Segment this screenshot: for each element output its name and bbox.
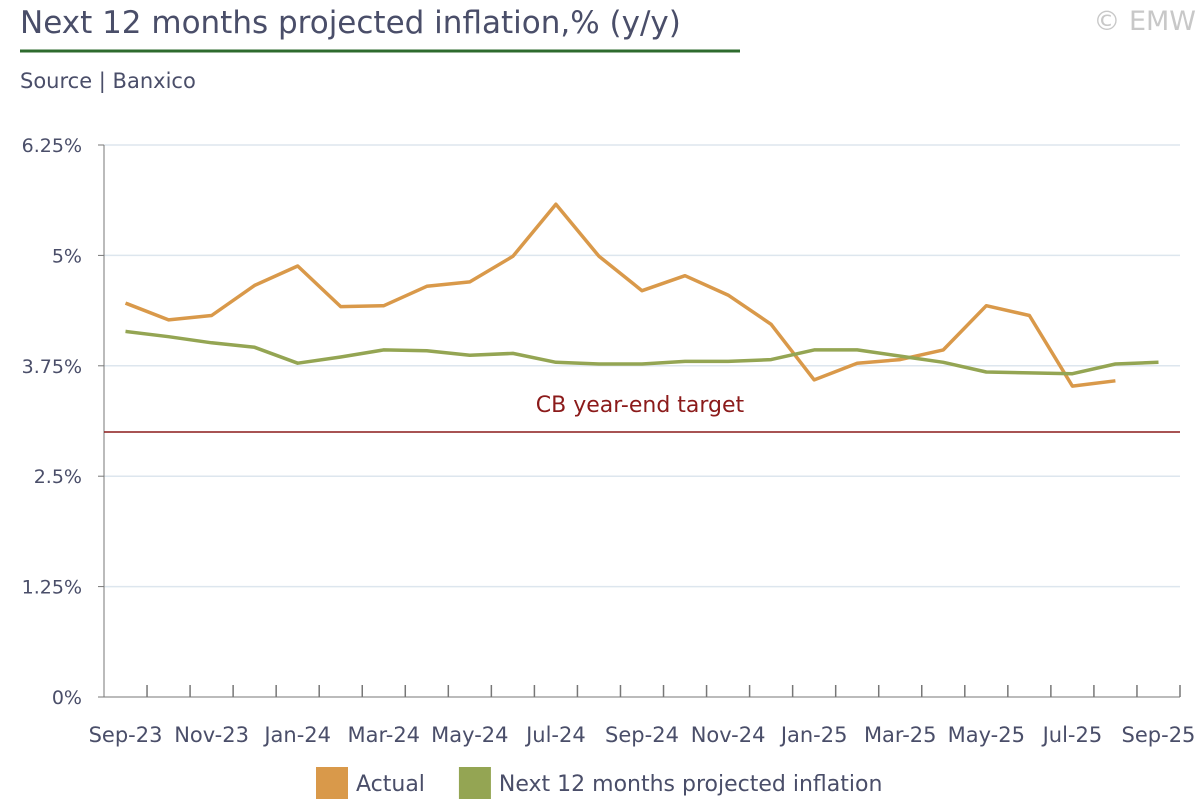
credit: © EMW (1093, 6, 1196, 37)
series-line (124, 202, 1116, 388)
x-tick-label: May-24 (431, 723, 508, 747)
x-tick-label: Sep-23 (89, 723, 163, 747)
legend-label: Next 12 months projected inflation (499, 772, 882, 797)
x-tick-label: Nov-23 (174, 723, 249, 747)
x-tick-label: Jan-25 (779, 723, 848, 747)
x-tick-label: Jul-25 (1041, 723, 1103, 747)
x-tick-label: Jan-24 (262, 723, 331, 747)
legend-swatch (458, 767, 491, 799)
x-tick-label: Sep-24 (605, 723, 679, 747)
x-tick-label: Mar-25 (864, 723, 937, 747)
y-tick-label: 5% (52, 245, 82, 267)
legend-swatch (316, 767, 348, 799)
target-label: CB year-end target (536, 393, 745, 418)
y-tick-label: 1.25% (22, 577, 82, 599)
series-line (125, 329, 1159, 376)
x-tick-label: Mar-24 (347, 723, 420, 747)
x-tick-label: Sep-25 (1122, 723, 1196, 747)
y-tick-label: 3.75% (22, 356, 82, 378)
y-tick-label: 0% (52, 687, 82, 709)
legend-label: Actual (356, 772, 425, 797)
chart-title: Next 12 months projected inflation,% (y/… (20, 5, 681, 41)
x-tick-label: Nov-24 (691, 723, 766, 747)
x-tick-label: Jul-24 (524, 723, 586, 747)
y-tick-label: 2.5% (34, 466, 82, 488)
subtitle: Source | Banxico (20, 69, 196, 94)
y-tick-label: 6.25% (22, 135, 82, 157)
x-tick-label: May-25 (948, 723, 1025, 747)
